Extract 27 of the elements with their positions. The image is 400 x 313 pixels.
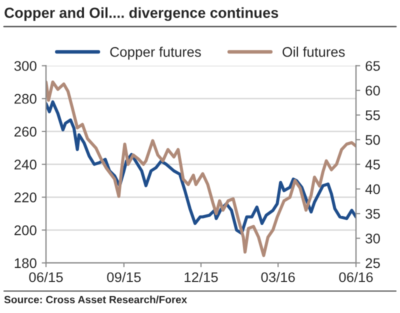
y2-tick-label: 50 xyxy=(366,135,380,145)
y2-tick-label: 60 xyxy=(366,86,380,96)
chart-title: Copper and Oil.... divergence continues xyxy=(4,7,278,21)
x-tick-label: 09/15 xyxy=(107,272,141,282)
y-tick-label: 200 xyxy=(14,225,36,236)
x-tick-label: 03/16 xyxy=(261,272,295,282)
legend-label: Oil futures xyxy=(282,46,345,57)
y-tick-label: 220 xyxy=(14,192,36,202)
y-tick-label: 240 xyxy=(14,160,36,170)
y-tick-label: 180 xyxy=(14,258,36,268)
line-series xyxy=(46,100,356,235)
legend-label: Copper futures xyxy=(110,46,201,60)
y2-tick-label: 65 xyxy=(366,61,380,71)
source-note: Source: Cross Asset Research/Forex xyxy=(4,296,188,304)
y2-tick-label: 55 xyxy=(366,110,380,120)
y-tick-label: 280 xyxy=(14,94,36,104)
y2-tick-label: 35 xyxy=(366,208,380,219)
y2-tick-label: 25 xyxy=(366,258,380,268)
y2-tick-label: 45 xyxy=(365,160,380,170)
y2-tick-label: 30 xyxy=(366,234,380,244)
line-series xyxy=(46,80,356,258)
x-tick-label: 06/16 xyxy=(339,272,373,282)
x-tick-label: 06/15 xyxy=(29,272,63,282)
x-tick-label: 12/15 xyxy=(184,272,218,282)
y-tick-label: 260 xyxy=(14,126,36,137)
y2-tick-label: 40 xyxy=(365,184,380,194)
y-tick-label: 300 xyxy=(14,61,36,71)
